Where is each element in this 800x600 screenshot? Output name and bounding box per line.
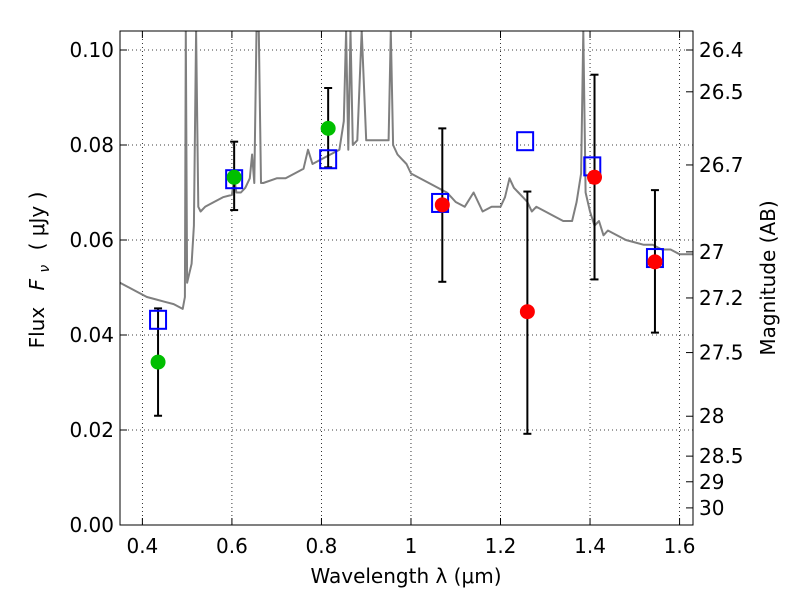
model-photometry-square <box>319 149 338 170</box>
magnitude-tick-label: 26.7 <box>699 153 744 177</box>
y-label-units: ( μJy ) <box>25 192 49 251</box>
x-tick-label: 1.4 <box>574 534 606 558</box>
x-tick-label: 1 <box>405 534 418 558</box>
y-tick-label: 0.04 <box>69 323 114 347</box>
magnitude-tick-label: 27.5 <box>699 341 744 365</box>
y-axis-right-label: Magnitude (AB) <box>756 200 780 355</box>
spectrum-line <box>120 31 693 310</box>
magnitude-tick-label: 28.5 <box>699 444 744 468</box>
y-tick-label: 0.06 <box>69 228 114 252</box>
y-axis-left: 0.00 0.02 0.04 0.06 0.08 0.10 <box>69 38 127 537</box>
model-photometry-square <box>149 309 168 330</box>
x-tick-label: 1.2 <box>485 534 517 558</box>
magnitude-tick-label: 27 <box>699 240 724 264</box>
magnitude-tick-label: 28 <box>699 404 724 428</box>
y-label-subscript: ν <box>37 265 53 273</box>
svg-text:Flux F ν ( μ: Flux F ν ( μJy ) <box>25 192 54 349</box>
x-tick-label: 0.8 <box>306 534 338 558</box>
magnitude-tick-label: 29 <box>699 470 724 494</box>
detection-point <box>320 120 336 136</box>
y-tick-label: 0.08 <box>69 133 114 157</box>
plot-background <box>120 31 693 525</box>
detection-point <box>226 169 242 185</box>
y-label-symbol: F <box>25 278 49 290</box>
y-tick-label: 0.00 <box>69 513 114 537</box>
magnitude-tick-label: 26.5 <box>699 80 744 104</box>
detection-point <box>150 354 166 370</box>
x-tick-label: 0.6 <box>216 534 248 558</box>
magnitude-tick-label: 30 <box>699 496 724 520</box>
y-label-text: Flux <box>25 307 49 349</box>
spectrum-layer <box>120 31 693 310</box>
model-photometry-square <box>516 131 535 152</box>
x-tick-label: 1.6 <box>664 534 696 558</box>
detection-point <box>519 304 535 320</box>
plot-frame <box>119 30 694 526</box>
y-tick-label: 0.02 <box>69 418 114 442</box>
detection-point <box>587 169 603 185</box>
magnitude-tick-label: 27.2 <box>699 286 744 310</box>
detection-point <box>434 197 450 213</box>
x-axis-label: Wavelength λ (μm) <box>310 564 501 588</box>
x-tick-label: 0.4 <box>126 534 158 558</box>
y-axis-left-label: Flux F ν ( μJy ) <box>25 192 54 349</box>
detection-point <box>647 254 663 270</box>
x-axis: 0.4 0.6 0.8 1 1.2 1.4 1.6 <box>126 31 695 558</box>
y-tick-label: 0.10 <box>69 38 114 62</box>
detection-points-layer <box>150 120 663 370</box>
magnitude-tick-label: 26.4 <box>699 38 744 62</box>
